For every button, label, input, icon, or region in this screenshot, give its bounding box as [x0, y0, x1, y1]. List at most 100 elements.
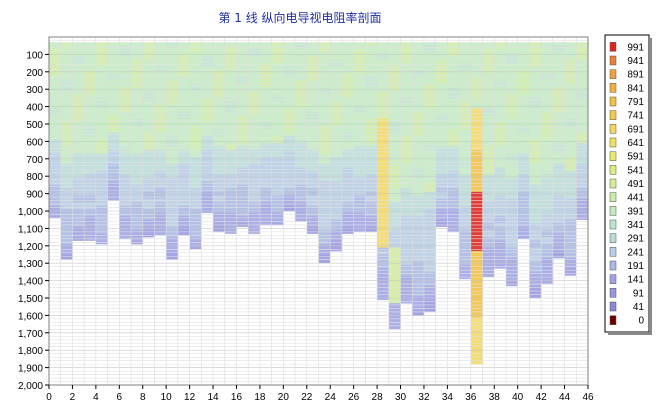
- legend-swatch: [609, 83, 617, 93]
- x-tick-label: 0: [46, 392, 52, 403]
- legend-label: 491: [627, 179, 644, 190]
- heat-cell: [177, 233, 190, 236]
- legend-swatch: [609, 165, 617, 175]
- legend: 991 941 891 841 791 741 691 641 591 541 491 441 391 3…: [604, 34, 652, 335]
- legend-swatch: [609, 69, 617, 79]
- x-tick-label: 40: [512, 392, 524, 403]
- legend-label: 391: [627, 206, 644, 217]
- y-tick-label: 2,000: [18, 381, 43, 392]
- legend-label: 941: [627, 56, 644, 67]
- x-tick-label: 2: [70, 392, 76, 403]
- heat-cell: [283, 209, 296, 212]
- y-tick-label: 1,200: [18, 242, 43, 253]
- legend-swatch: [609, 42, 617, 52]
- x-tick-label: 16: [231, 392, 243, 403]
- legend-swatch: [609, 301, 617, 312]
- x-tick-label: 44: [559, 392, 571, 403]
- x-tick-label: 10: [161, 392, 173, 403]
- legend-swatch: [609, 55, 617, 66]
- x-tick-label: 28: [372, 392, 384, 403]
- legend-swatch: [609, 137, 617, 148]
- legend-label: 791: [627, 97, 644, 108]
- x-tick-label: 36: [465, 392, 477, 403]
- y-tick-label: 1,700: [18, 329, 43, 340]
- legend-swatch: [609, 110, 617, 120]
- y-tick-label: 1,900: [18, 364, 43, 375]
- legend-swatch: [609, 96, 617, 107]
- y-tick-label: 800: [26, 172, 43, 183]
- heat-cell: [470, 362, 483, 365]
- legend-label: 241: [627, 247, 644, 258]
- legend-swatch: [609, 274, 617, 284]
- heat-cell: [529, 296, 542, 299]
- heat-cell: [412, 313, 425, 316]
- heat-cell: [189, 247, 202, 250]
- heat-cell: [318, 261, 331, 264]
- legend-shadow: [608, 332, 652, 335]
- legend-swatch: [609, 178, 617, 189]
- x-tick-label: 42: [536, 392, 548, 403]
- y-tick-label: 200: [26, 68, 43, 79]
- legend-swatch: [609, 219, 617, 230]
- legend-label: 291: [627, 234, 644, 245]
- x-tick-label: 12: [184, 392, 196, 403]
- y-tick-label: 600: [26, 137, 43, 148]
- chart-title: 第 1 线 纵向电导视电阻率剖面: [218, 10, 381, 25]
- legend-label: 891: [627, 70, 644, 81]
- legend-swatch: [609, 260, 617, 271]
- legend-swatch: [609, 233, 617, 243]
- x-tick-label: 30: [395, 392, 407, 403]
- y-tick-label: 1,300: [18, 259, 43, 270]
- legend-shadow: [649, 38, 652, 335]
- heat-cell: [271, 223, 284, 226]
- heat-cell: [541, 282, 554, 285]
- y-tick-label: 700: [26, 155, 43, 166]
- x-tick-label: 38: [489, 392, 501, 403]
- legend-label: 641: [627, 138, 644, 149]
- x-tick-label: 26: [348, 392, 360, 403]
- x-tick-label: 32: [418, 392, 430, 403]
- y-tick-label: 400: [26, 103, 43, 114]
- x-tick-label: 24: [325, 392, 337, 403]
- legend-label: 341: [627, 220, 644, 231]
- x-tick-label: 20: [278, 392, 290, 403]
- heat-cell: [119, 237, 132, 240]
- legend-label: 691: [627, 124, 644, 135]
- legend-label: 441: [627, 193, 644, 204]
- heat-cell: [166, 257, 179, 261]
- legend-label: 541: [627, 165, 644, 176]
- x-tick-label: 6: [117, 392, 123, 403]
- legend-swatch: [609, 288, 617, 298]
- y-tick-label: 1,100: [18, 224, 43, 235]
- x-tick-label: 22: [301, 392, 313, 403]
- x-tick-label: 34: [442, 392, 454, 403]
- legend-swatch: [609, 151, 617, 161]
- legend-label: 991: [627, 42, 644, 53]
- y-tick-label: 900: [26, 190, 43, 201]
- grid-lines: [49, 37, 588, 385]
- y-tick-label: 1,600: [18, 311, 43, 322]
- legend-label: 591: [627, 152, 644, 163]
- x-tick-label: 4: [93, 392, 99, 403]
- heat-cell: [259, 223, 272, 226]
- heat-cell: [49, 216, 62, 219]
- legend-label: 841: [627, 83, 644, 94]
- x-tick-label: 46: [582, 392, 594, 403]
- legend-label: 141: [627, 275, 644, 286]
- legend-swatch: [609, 315, 617, 325]
- legend-swatch: [609, 124, 617, 134]
- legend-swatch: [609, 247, 617, 257]
- x-tick-label: 14: [207, 392, 219, 403]
- heat-cell: [365, 230, 378, 233]
- x-tick-label: 18: [254, 392, 266, 403]
- legend-label: 91: [633, 288, 645, 299]
- heat-cell: [353, 230, 366, 233]
- y-tick-label: 100: [26, 50, 43, 61]
- legend-label: 0: [638, 316, 644, 327]
- y-tick-label: 1,800: [18, 346, 43, 357]
- heat-cell: [107, 198, 120, 201]
- heat-cell: [295, 219, 308, 222]
- y-tick-label: 1,500: [18, 294, 43, 305]
- x-tick-label: 8: [140, 392, 146, 403]
